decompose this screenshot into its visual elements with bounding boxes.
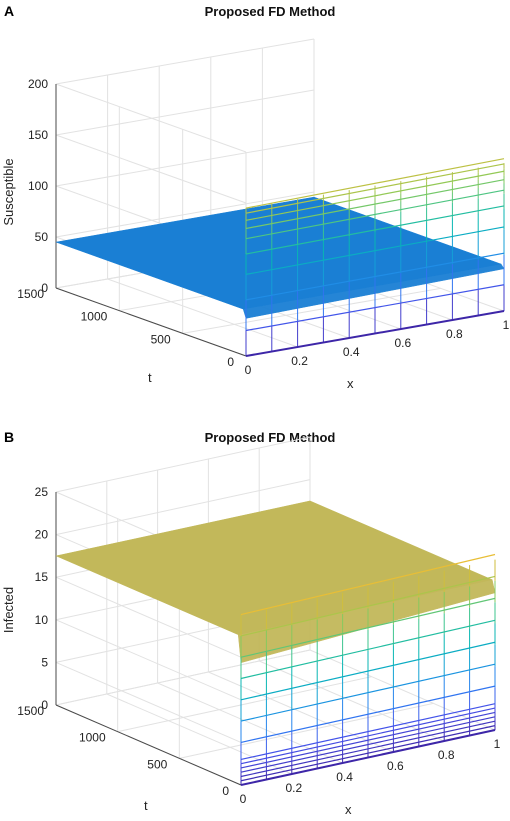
x-tick-label: 0.8: [438, 748, 455, 762]
chart-title-b: Proposed FD Method: [205, 430, 336, 445]
x-tick-label: 0.4: [336, 770, 353, 784]
grid-line-floor-x-3: [208, 671, 394, 753]
grid-line-side-z-4: [55, 479, 311, 536]
mesh-level-line-9: [240, 641, 496, 701]
mesh-level-line-4: [240, 711, 496, 769]
x-tick-label: 0.4: [343, 345, 360, 359]
z-tick-label: 0: [41, 281, 48, 295]
mesh-level-line-12: [240, 575, 496, 637]
mesh-level-line-9: [245, 158, 505, 209]
mesh-level-line-4: [245, 205, 505, 255]
t-tick-label: 1000: [81, 310, 108, 324]
t-tick-label: 0: [227, 355, 234, 369]
x-tick-label: 0.6: [394, 336, 411, 350]
z-axis-label-a: Susceptible: [1, 158, 16, 225]
z-tick-label: 15: [35, 570, 49, 584]
mesh-level-line-7: [245, 170, 505, 221]
x-tick-label: 0.2: [285, 781, 302, 795]
grid-line-side-z-2: [55, 140, 315, 187]
grid-line-floor-t-1: [179, 702, 434, 759]
grid-line-floor-t-1: [182, 287, 441, 334]
mesh-level-line-0: [245, 310, 505, 357]
grid-line-floor-x-1: [106, 693, 292, 775]
t-axis-label-b: t: [144, 798, 148, 813]
mesh-level-line-8: [240, 663, 496, 722]
z-tick-label: 100: [28, 179, 48, 193]
x-axis-label-b: x: [345, 802, 352, 817]
z-tick-label: 150: [28, 128, 48, 142]
grid-line-side-z-1: [55, 191, 315, 238]
x-tick-label: 0.6: [387, 759, 404, 773]
x-tick-label: 0: [240, 792, 247, 806]
grid-line-floor-x-2: [157, 682, 343, 764]
mesh-level-line-6: [245, 179, 505, 230]
grid-line-side-z-4: [55, 38, 315, 85]
t-axis-line: [55, 704, 242, 786]
t-tick-label: 0: [222, 784, 229, 798]
panel-label-a: A: [4, 3, 14, 19]
t-tick-label: 500: [151, 332, 171, 346]
grid-line-floor-t-3: [55, 649, 311, 706]
z-tick-label: 0: [41, 698, 48, 712]
mesh-level-line-5: [240, 707, 496, 765]
mesh-level-line-10: [240, 619, 496, 680]
mesh-level-line-1: [245, 284, 505, 332]
grid-line-floor-x-4: [259, 660, 445, 742]
grid-line-back-z-3: [55, 576, 242, 658]
t-tick-label: 1500: [17, 287, 44, 301]
x-tick-label: 1: [494, 737, 501, 751]
grid-line-floor-x-5: [309, 649, 496, 731]
t-axis-line: [55, 287, 247, 357]
x-tick-label: 0.2: [291, 354, 308, 368]
mesh-level-line-5: [245, 189, 505, 240]
z-tick-label: 10: [35, 613, 49, 627]
panel-label-b: B: [4, 429, 14, 445]
z-tick-label: 25: [35, 485, 49, 499]
z-tick-label: 50: [35, 230, 49, 244]
mesh-level-line-2: [245, 252, 505, 301]
t-tick-label: 500: [147, 757, 167, 771]
grid-line-back-z-2: [55, 619, 242, 701]
mesh-level-line-7: [240, 685, 496, 743]
mesh-level-line-13: [240, 553, 496, 616]
t-tick-label: 1000: [79, 731, 106, 745]
x-tick-label: 0: [245, 363, 252, 377]
z-tick-label: 20: [35, 528, 49, 542]
x-tick-label: 1: [503, 318, 510, 332]
t-axis-label-a: t: [148, 370, 152, 385]
mesh-level-line-1: [240, 725, 496, 782]
grid-line-floor-t-2: [117, 676, 372, 733]
mesh-level-line-3: [240, 716, 496, 773]
z-tick-label: 200: [28, 77, 48, 91]
mesh-level-line-11: [240, 597, 496, 658]
grid-line-side-z-3: [55, 89, 315, 136]
mesh-level-line-0: [240, 729, 496, 786]
x-tick-label: 0.8: [446, 327, 463, 341]
grid-line-side-z-5: [55, 436, 311, 493]
mesh-level-line-2: [240, 720, 496, 778]
grid-line-back-z-1: [55, 661, 242, 743]
mesh-level-line-6: [240, 703, 496, 761]
chart-title-a: Proposed FD Method: [205, 4, 336, 19]
z-tick-label: 5: [41, 655, 48, 669]
grid-line-floor-x-1: [107, 278, 298, 348]
t-tick-label: 1500: [17, 704, 44, 718]
z-axis-label-b: Infected: [1, 587, 16, 633]
x-axis-label-a: x: [347, 376, 354, 391]
mesh-level-line-8: [245, 163, 505, 214]
mesh-level-line-3: [245, 226, 505, 275]
